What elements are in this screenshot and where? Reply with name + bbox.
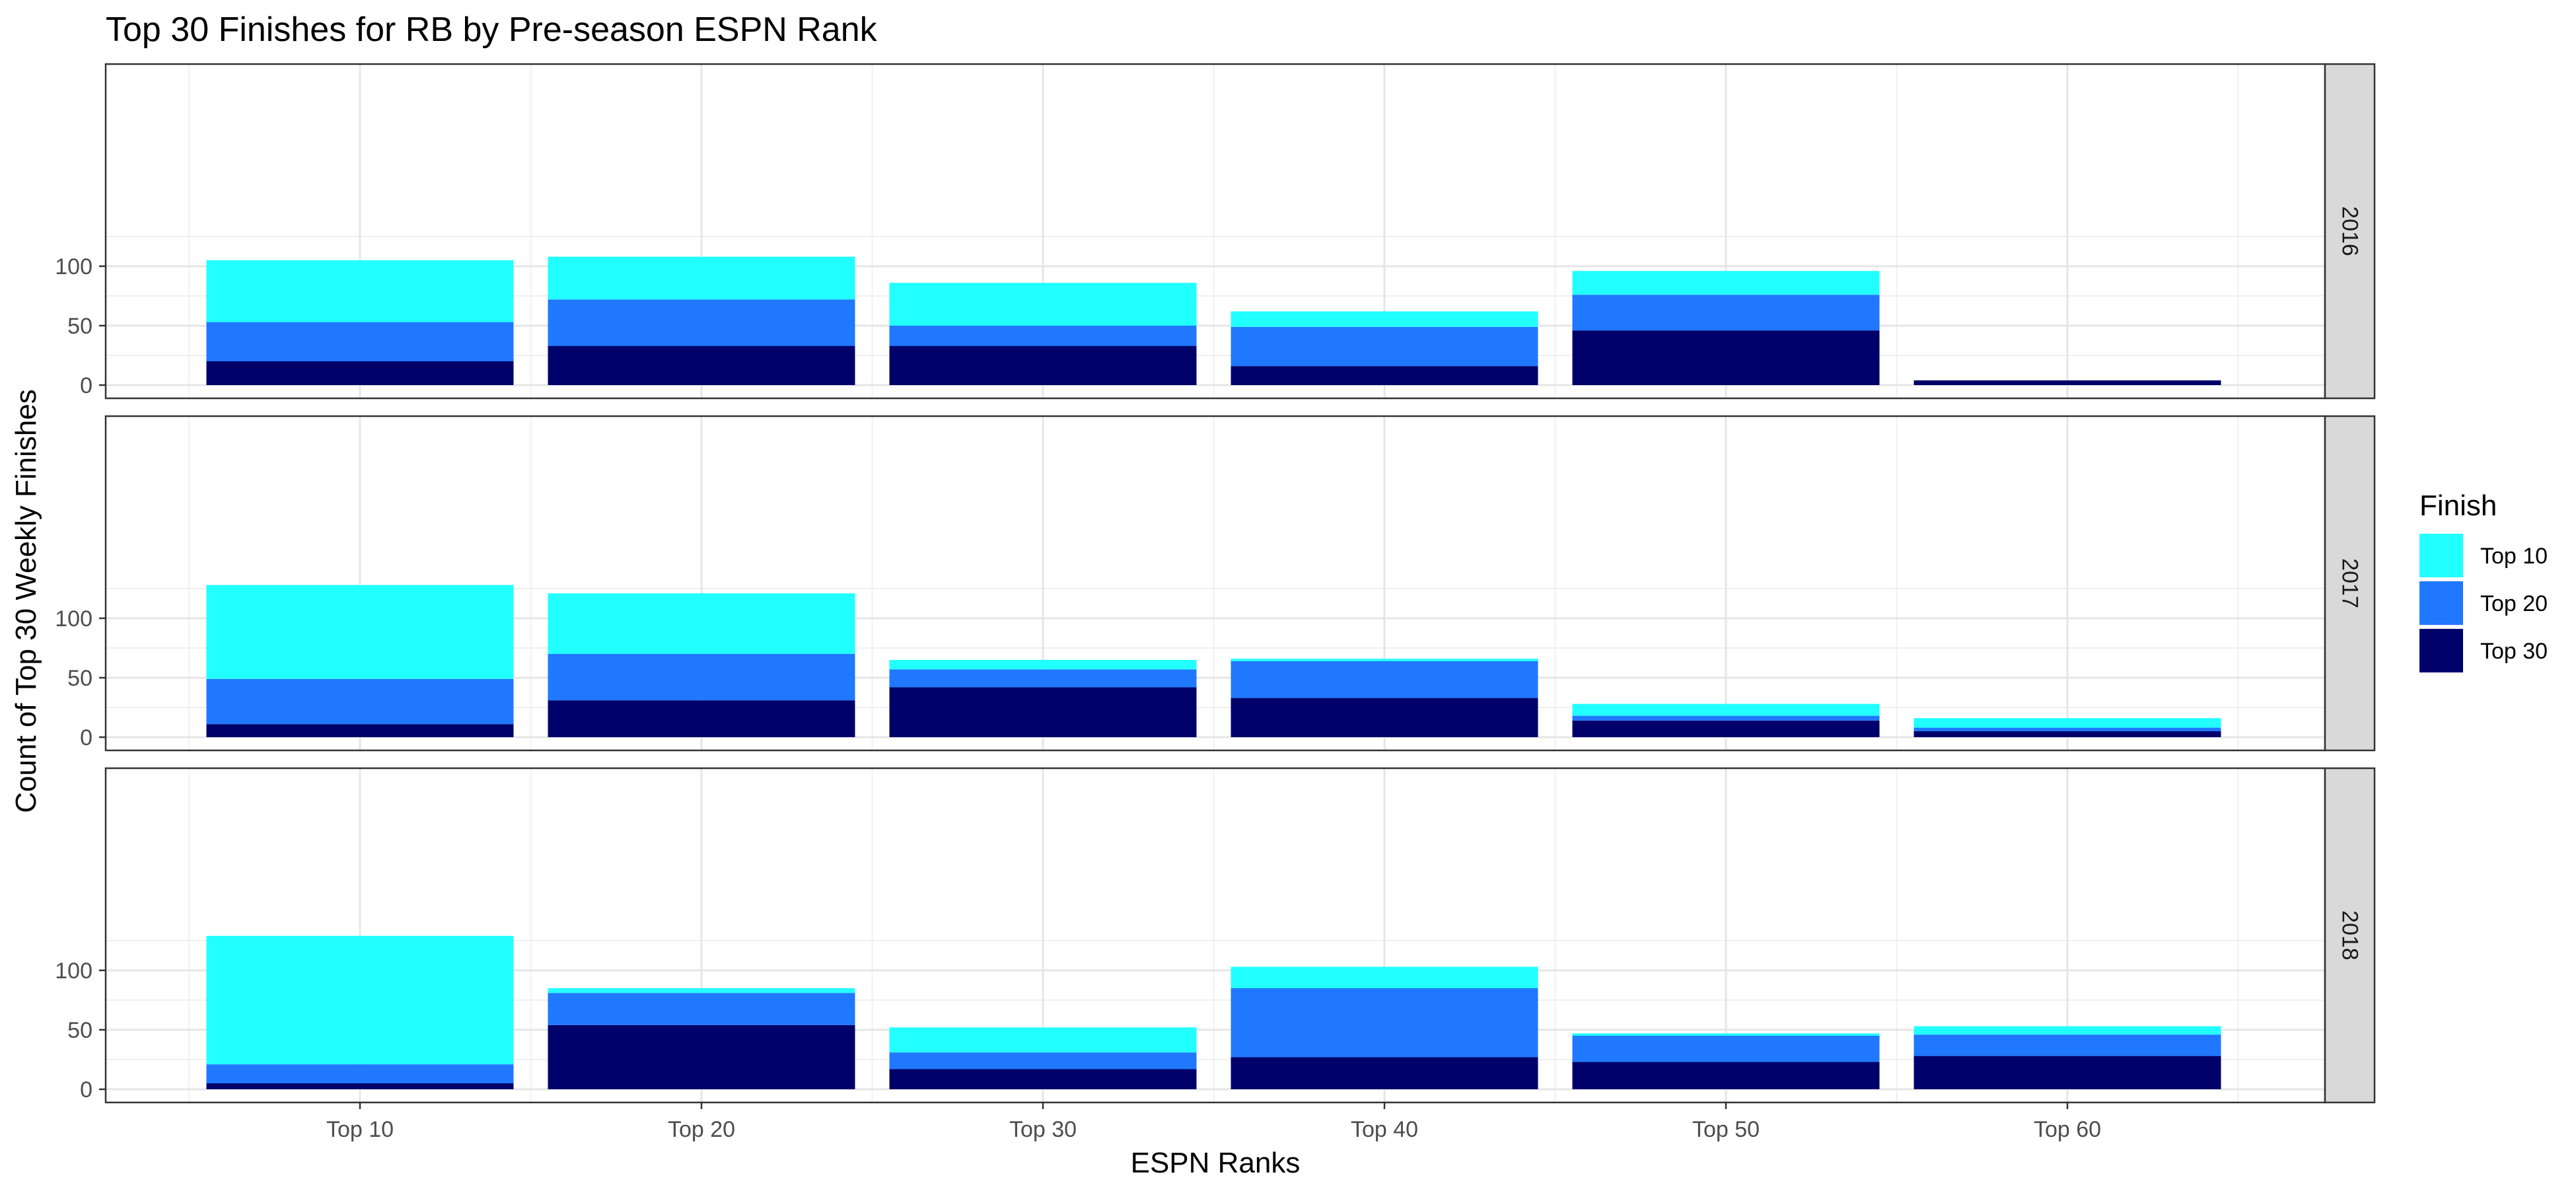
bar-2016-top-20-top-30 (548, 345, 855, 385)
bar-2018-top-20-top-30 (548, 1025, 855, 1089)
x-tick-label: Top 60 (2034, 1117, 2101, 1142)
bar-2018-top-60-top-30 (1914, 1056, 2221, 1089)
bar-2017-top-50-top-30 (1572, 720, 1880, 737)
bar-2018-top-20-top-20 (548, 993, 855, 1025)
bar-2018-top-40-top-30 (1231, 1057, 1538, 1089)
bar-2018-top-50-top-10 (1572, 1033, 1880, 1036)
x-tick-label: Top 40 (1351, 1117, 1418, 1142)
bar-2018-top-30-top-10 (889, 1027, 1197, 1053)
bar-2017-top-30-top-30 (889, 687, 1197, 737)
bar-2016-top-30-top-10 (889, 283, 1197, 326)
facet-strip-label: 2018 (2338, 910, 2363, 960)
bar-2016-top-40-top-30 (1231, 366, 1538, 385)
y-tick-label: 100 (55, 254, 92, 279)
bar-2017-top-10-top-30 (206, 724, 514, 737)
y-tick-label: 100 (55, 958, 92, 984)
facet-panel-2017: 0 50 100 2017 (55, 415, 2376, 752)
y-tick-label: 0 (80, 725, 92, 750)
facet-panels: 0 50 100 2016 0 50 100 2017 0 50 100 2018 Top 10 Top … (55, 63, 2376, 1142)
bar-2016-top-50-top-10 (1572, 271, 1880, 295)
bar-2017-top-60-top-20 (1914, 727, 2221, 731)
bar-2017-top-20-top-30 (548, 700, 855, 737)
bar-2016-top-30-top-20 (889, 326, 1197, 346)
bar-2017-top-20-top-10 (548, 593, 855, 654)
bar-2018-top-40-top-20 (1231, 988, 1538, 1058)
bar-2018-top-40-top-10 (1231, 966, 1538, 988)
bar-2016-top-40-top-20 (1231, 326, 1538, 367)
facet-strip-label: 2017 (2338, 558, 2363, 608)
bar-2018-top-50-top-30 (1572, 1062, 1880, 1089)
facet-panel-2016: 0 50 100 2016 (55, 63, 2376, 400)
bar-2018-top-30-top-20 (889, 1052, 1197, 1069)
y-tick-label: 0 (80, 373, 92, 398)
bar-2018-top-50-top-20 (1572, 1036, 1880, 1062)
facet-strip (2324, 63, 2376, 400)
bar-2017-top-20-top-20 (548, 654, 855, 701)
bar-2017-top-10-top-20 (206, 678, 514, 725)
bar-2018-top-10-top-20 (206, 1064, 514, 1083)
bar-2016-top-20-top-20 (548, 299, 855, 346)
bar-2016-top-10-top-10 (206, 260, 514, 322)
bar-2016-top-10-top-20 (206, 322, 514, 361)
y-tick-label: 50 (67, 314, 92, 339)
bar-2016-top-10-top-30 (206, 361, 514, 385)
bar-2016-top-30-top-30 (889, 345, 1197, 385)
bar-2017-top-30-top-10 (889, 660, 1197, 670)
x-tick-label: Top 50 (1692, 1117, 1760, 1142)
bar-2016-top-50-top-30 (1572, 330, 1880, 385)
bar-2017-top-40-top-30 (1231, 698, 1538, 737)
bar-2018-top-10-top-30 (206, 1083, 514, 1089)
bar-2017-top-60-top-10 (1914, 718, 2221, 728)
facet-strip (2324, 767, 2376, 1104)
legend-key-top-30 (2419, 629, 2463, 672)
y-axis-title: Count of Top 30 Weekly Finishes (10, 389, 42, 813)
bar-2016-top-50-top-20 (1572, 295, 1880, 331)
legend-key-top-20 (2419, 581, 2463, 625)
facet-panel-2018: 0 50 100 2018 (55, 767, 2376, 1104)
bar-2017-top-40-top-20 (1231, 661, 1538, 698)
bar-2018-top-30-top-30 (889, 1069, 1197, 1089)
bar-2018-top-10-top-10 (206, 935, 514, 1065)
facet-strip-label: 2016 (2338, 206, 2363, 256)
bar-2017-top-50-top-10 (1572, 703, 1880, 716)
x-tick-label: Top 30 (1009, 1117, 1077, 1142)
bar-2016-top-40-top-10 (1231, 311, 1538, 327)
bar-2017-top-10-top-10 (206, 585, 514, 679)
bar-2017-top-50-top-20 (1572, 715, 1880, 721)
facet-strip (2324, 415, 2376, 752)
y-tick-label: 50 (67, 1018, 92, 1043)
x-axis-title: ESPN Ranks (1131, 1147, 1301, 1179)
bar-2016-top-20-top-10 (548, 256, 855, 300)
bar-2016-top-60-top-30 (1914, 380, 2221, 385)
bar-2018-top-20-top-10 (548, 988, 855, 993)
legend-label: Top 20 (2480, 591, 2548, 616)
y-tick-label: 100 (55, 606, 92, 631)
bar-2017-top-40-top-10 (1231, 659, 1538, 661)
bar-2018-top-60-top-20 (1914, 1034, 2221, 1056)
y-tick-label: 50 (67, 666, 92, 691)
x-tick-label: Top 10 (326, 1117, 394, 1142)
y-tick-label: 0 (80, 1077, 92, 1102)
x-tick-label: Top 20 (668, 1117, 735, 1142)
chart-title: Top 30 Finishes for RB by Pre-season ESP… (106, 11, 878, 49)
legend-label: Top 30 (2480, 639, 2548, 664)
bar-2018-top-60-top-10 (1914, 1026, 2221, 1035)
bar-2017-top-60-top-30 (1914, 731, 2221, 737)
legend: Finish Top 10 Top 20 Top 30 (2419, 489, 2548, 672)
bar-2017-top-30-top-20 (889, 669, 1197, 688)
legend-key-top-10 (2419, 534, 2463, 577)
legend-label: Top 10 (2480, 544, 2548, 569)
legend-title: Finish (2419, 489, 2497, 522)
